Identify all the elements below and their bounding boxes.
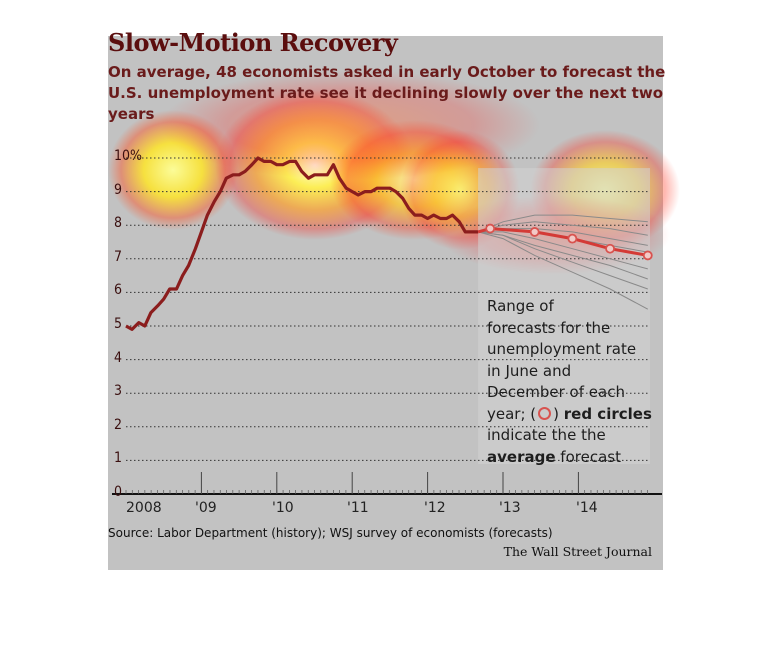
forecast-range-line	[478, 231, 648, 270]
y-tick-label: 4	[114, 349, 123, 366]
note-bold: average	[487, 447, 556, 466]
forecast-point	[642, 250, 653, 261]
note-line: unemployment rate	[487, 340, 637, 358]
note-line: year; () red circles	[487, 404, 657, 426]
x-tick-label: '12	[424, 500, 446, 516]
y-tick-label: 2	[114, 416, 123, 433]
forecast-range-line	[477, 214, 648, 233]
y-tick-label: 9	[114, 181, 123, 198]
note-line: December of each	[487, 383, 625, 401]
y-tick-label: 1	[114, 450, 123, 467]
source-note: Source: Labor Department (history); WSJ …	[108, 526, 553, 540]
forecast-note: Range of forecasts for the unemployment …	[487, 296, 657, 468]
forecast-point	[567, 233, 578, 244]
forecast-range-line	[477, 221, 648, 236]
forecast-point	[485, 223, 496, 234]
y-tick-label: 6	[114, 282, 123, 299]
x-tick-label: '09	[195, 500, 217, 516]
x-tick-label: 2008	[126, 500, 162, 516]
chart-title: Slow-Motion Recovery	[108, 28, 398, 57]
note-line: indicate the the	[487, 426, 606, 444]
forecast-point	[529, 227, 540, 237]
note-text: year; (	[487, 404, 537, 423]
y-tick-label: 0	[114, 484, 123, 500]
note-text: forecast	[560, 447, 621, 466]
y-tick-label: 7	[114, 248, 123, 265]
note-line: Range of	[487, 297, 554, 315]
publisher-credit: The Wall Street Journal	[503, 544, 652, 559]
forecast-range-line	[478, 231, 648, 290]
note-line: forecasts for the	[487, 318, 611, 337]
note-line: in June and	[487, 361, 572, 380]
red-circle-icon	[538, 406, 552, 420]
x-tick-label: '11	[347, 500, 369, 516]
unemployment-history-line	[125, 156, 479, 331]
forecast-range-line	[477, 231, 649, 310]
forecast-point	[605, 243, 615, 254]
note-line: average forecast	[487, 447, 657, 469]
forecast-band	[478, 168, 650, 464]
x-tick-label: '10	[272, 500, 294, 516]
y-tick-label: 10%	[114, 148, 142, 164]
note-bold: red circles	[563, 404, 652, 423]
note-text: )	[553, 404, 559, 423]
x-tick-label: '14	[576, 500, 598, 516]
x-tick-label: '13	[499, 500, 521, 516]
y-tick-label: 8	[114, 215, 123, 232]
y-tick-label: 5	[114, 316, 123, 332]
chart-subtitle: On average, 48 economists asked in early…	[108, 63, 666, 123]
y-tick-label: 3	[114, 383, 123, 400]
